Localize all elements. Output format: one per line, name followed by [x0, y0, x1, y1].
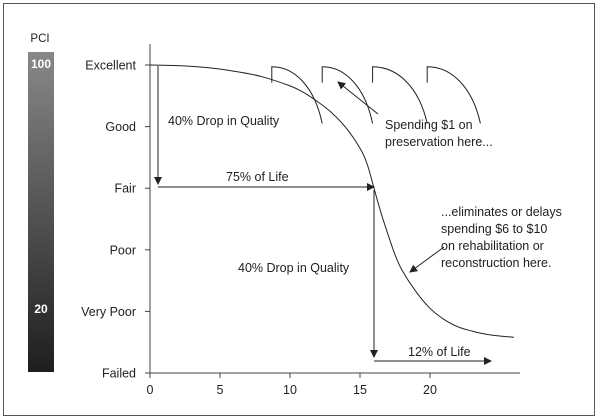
spend1-line1: Spending $1 on: [385, 118, 473, 132]
preservation-scallops: [271, 66, 481, 124]
spend1-line2: preservation here...: [385, 135, 493, 149]
drop1-label: 40% Drop in Quality: [168, 114, 280, 128]
y-tick-label: Very Poor: [81, 305, 136, 319]
y-tick-label: Good: [105, 120, 136, 134]
preservation-scallop: [372, 66, 428, 124]
life75-label: 75% of Life: [226, 170, 289, 184]
eliminates-line2: spending $6 to $10: [441, 222, 547, 236]
x-tick-label: 20: [423, 383, 437, 397]
x-tick-label: 0: [147, 383, 154, 397]
x-tick-label: 15: [353, 383, 367, 397]
x-tick-label: 10: [283, 383, 297, 397]
spend1-pointer-arrow: [337, 81, 379, 115]
eliminates-line1: ...eliminates or delays: [441, 205, 562, 219]
pci-scale-low-value: 20: [34, 302, 48, 316]
y-tick-label: Failed: [102, 367, 136, 381]
deterioration-curve: [149, 64, 515, 338]
y-tick-label: Fair: [114, 182, 136, 196]
preservation-scallop: [426, 66, 481, 124]
pci-scale-bar: [28, 52, 54, 372]
preservation-scallop: [271, 66, 323, 124]
eliminates-pointer-arrow: [409, 246, 445, 273]
y-tick-label: Excellent: [85, 59, 136, 73]
x-tick-group: 0 5 10 15 20: [147, 373, 437, 397]
pci-scale-top-value: 100: [31, 57, 51, 71]
x-tick-label: 5: [217, 383, 224, 397]
eliminates-line3: on rehabilitation or: [441, 239, 544, 253]
preservation-scallop: [321, 66, 374, 124]
life12-label: 12% of Life: [408, 345, 471, 359]
drop2-label: 40% Drop in Quality: [238, 261, 350, 275]
y-tick-label: Poor: [110, 243, 136, 257]
eliminates-line4: reconstruction here.: [441, 256, 551, 270]
y-tick-group: Failed Very Poor Poor Fair Good Excellent: [81, 59, 150, 381]
pci-scale-label: PCI: [30, 33, 49, 45]
chart-frame: [3, 3, 595, 416]
